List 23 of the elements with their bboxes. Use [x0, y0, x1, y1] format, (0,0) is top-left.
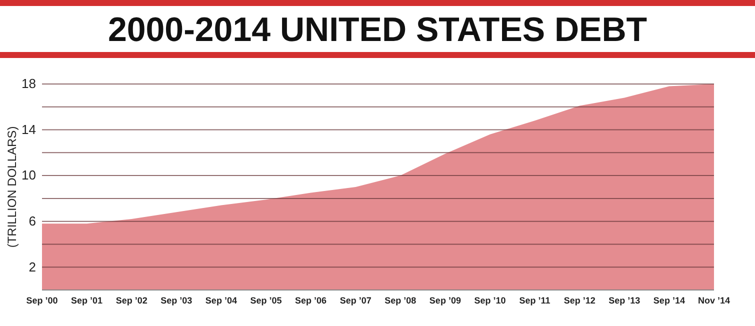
- x-tick-label: Sep ’14: [653, 295, 685, 306]
- x-tick-label: Sep ’12: [564, 295, 596, 306]
- x-tick-label: Sep ’10: [474, 295, 506, 306]
- chart-title: 2000-2014 UNITED STATES DEBT: [108, 11, 648, 49]
- y-axis-title: (TRILLION DOLLARS): [5, 126, 19, 248]
- x-tick-label: Sep ’02: [116, 295, 148, 306]
- x-tick-label: Sep ’08: [384, 295, 416, 306]
- x-tick-label: Sep ’07: [340, 295, 372, 306]
- y-tick-label: 14: [22, 122, 36, 137]
- y-tick-label: 2: [28, 259, 36, 274]
- x-tick-label: Sep ’05: [250, 295, 282, 306]
- x-tick-label: Sep ’11: [519, 295, 550, 306]
- x-tick-label: Nov ’14: [698, 295, 730, 306]
- y-tick-label: 6: [28, 213, 36, 228]
- x-tick-label: Sep ’13: [608, 295, 640, 306]
- x-tick-label: Sep ’09: [429, 295, 461, 306]
- x-tick-label: Sep ’04: [205, 295, 237, 306]
- x-tick-label: Sep ’00: [26, 295, 58, 306]
- x-tick-label: Sep ’06: [295, 295, 327, 306]
- y-tick-label: 10: [22, 168, 36, 183]
- y-tick-label: 18: [22, 76, 36, 92]
- x-tick-label: Sep ’03: [160, 295, 192, 306]
- x-tick-label: Sep ’01: [71, 295, 103, 306]
